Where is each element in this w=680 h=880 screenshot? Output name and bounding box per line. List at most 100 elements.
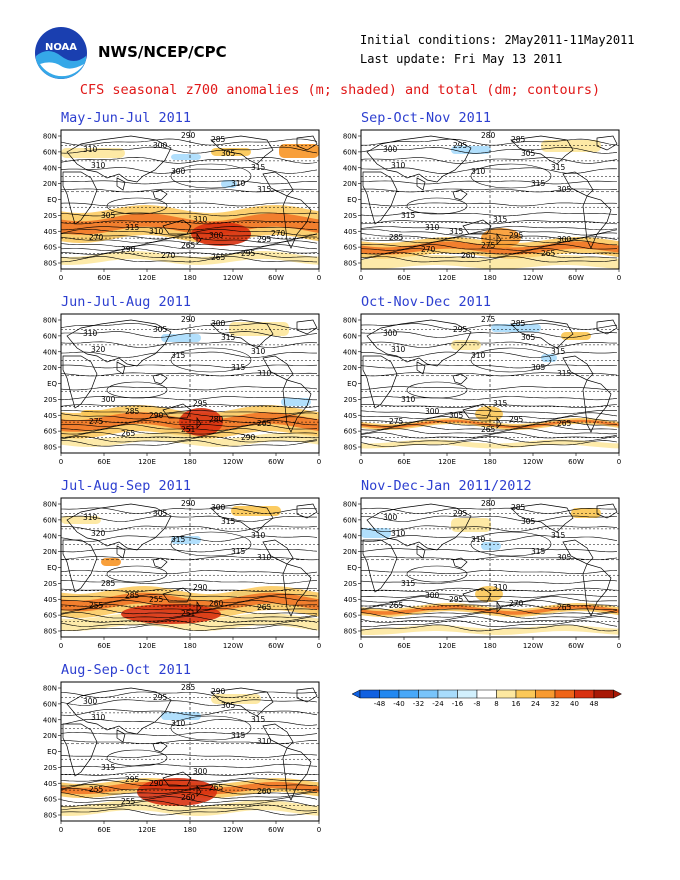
contour-label: 275 — [389, 417, 404, 426]
lon-label: 180 — [183, 642, 196, 650]
contour-label: 295 — [453, 509, 468, 518]
coastline — [196, 416, 202, 429]
height-contour — [360, 212, 618, 217]
contour-label: 310 — [401, 395, 416, 404]
contour-label: 315 — [557, 369, 572, 378]
height-contour — [360, 525, 618, 532]
forecast-map: 290 300 305 310 315 320 310 315 315 310 285 290 285 2… — [43, 497, 321, 650]
height-contour — [170, 715, 252, 741]
lat-label: 60N — [343, 332, 357, 340]
contour-label: 300 — [383, 513, 398, 522]
height-contour — [60, 156, 318, 164]
lat-label: 20N — [343, 180, 357, 188]
lat-label: 40N — [343, 348, 357, 356]
height-contour — [60, 138, 318, 146]
noaa-logo: NOAA — [35, 27, 87, 79]
coastline — [116, 177, 126, 191]
coastline — [296, 687, 318, 703]
contour-label: 310 — [193, 215, 208, 224]
lat-label: 40S — [44, 780, 58, 788]
lon-label: 0 — [317, 458, 321, 466]
height-contour — [60, 800, 318, 808]
contour-label: 255 — [89, 601, 104, 610]
svg-text:NOAA: NOAA — [45, 42, 77, 53]
height-contour — [170, 347, 252, 373]
lon-label: 60W — [568, 274, 584, 282]
height-contour — [60, 236, 318, 244]
lon-label: 60W — [568, 642, 584, 650]
height-contour — [360, 535, 618, 542]
contour-label: 310 — [83, 513, 98, 522]
coastline — [510, 319, 574, 349]
contour-label: 300 — [83, 697, 98, 706]
contour-label: 290 — [181, 499, 196, 508]
lat-label: 80S — [44, 628, 58, 636]
contour-label: 315 — [171, 351, 186, 360]
lon-label: 60E — [397, 458, 410, 466]
contour-label: 305 — [221, 149, 236, 158]
height-contour — [360, 580, 618, 584]
coastline — [366, 319, 472, 367]
height-contour — [360, 157, 618, 164]
colorbar-arrow-low — [352, 689, 361, 699]
coastline — [562, 539, 594, 565]
lat-label: 20S — [344, 580, 358, 588]
contour-label: 265 — [557, 419, 572, 428]
height-contour — [106, 381, 168, 399]
height-contour — [360, 616, 618, 623]
contour-label: 300 — [557, 235, 572, 244]
height-contour — [360, 428, 618, 435]
lon-label: 180 — [483, 274, 496, 282]
colorbar-swatch — [457, 689, 478, 699]
contour-label: 305 — [101, 211, 116, 220]
cool-anomaly — [491, 324, 541, 332]
lon-label: 60W — [568, 458, 584, 466]
contour-label: 251 — [181, 609, 196, 618]
height-contour — [360, 556, 618, 560]
lat-label: 80S — [344, 260, 358, 268]
lon-label: 60W — [268, 826, 284, 834]
height-contour — [60, 780, 318, 787]
lat-label: 80N — [43, 501, 57, 509]
contour-label: 270 — [421, 245, 436, 254]
lat-label: 60S — [44, 244, 58, 252]
contour-label: 315 — [101, 763, 116, 772]
contour-label: 295 — [257, 235, 272, 244]
height-contour — [60, 228, 318, 236]
height-contour — [60, 252, 318, 259]
lon-label: 120E — [438, 642, 456, 650]
contour-label: 315 — [171, 535, 186, 544]
contour-label: 310 — [91, 161, 106, 170]
lon-label: 60E — [97, 642, 110, 650]
contour-label: 290 — [181, 131, 196, 140]
coastline — [596, 319, 618, 335]
contour-label: 310 — [251, 531, 266, 540]
panel-title: Jun-Jul-Aug 2011 — [61, 294, 192, 310]
coastline — [596, 503, 618, 519]
contour-label: 270 — [161, 251, 176, 260]
height-contour — [406, 197, 468, 215]
contour-label: 295 — [193, 399, 208, 408]
initial-conditions: Initial conditions: 2May2011-11May2011 — [360, 33, 635, 47]
lon-label: 60W — [268, 458, 284, 466]
height-contour — [60, 548, 318, 553]
contour-label: 280 — [481, 131, 496, 140]
lat-label: EQ — [47, 564, 57, 572]
coastline — [152, 189, 168, 201]
lon-label: 0 — [359, 274, 363, 282]
lat-label: 60N — [43, 148, 57, 156]
contour-label: 290 — [211, 687, 226, 696]
coastline — [416, 361, 426, 375]
contour-label: 305 — [521, 333, 536, 342]
colorbar-swatch — [515, 689, 536, 699]
height-contour — [60, 420, 317, 427]
contour-label: 285 — [511, 319, 526, 328]
lon-label: 0 — [59, 642, 63, 650]
contour-label: 260 — [181, 793, 196, 802]
height-contour — [360, 244, 618, 251]
height-contour — [60, 596, 318, 603]
height-contour — [60, 600, 317, 607]
lat-label: EQ — [47, 380, 57, 388]
contour-label: 290 — [181, 315, 196, 324]
lon-label: 0 — [317, 826, 321, 834]
